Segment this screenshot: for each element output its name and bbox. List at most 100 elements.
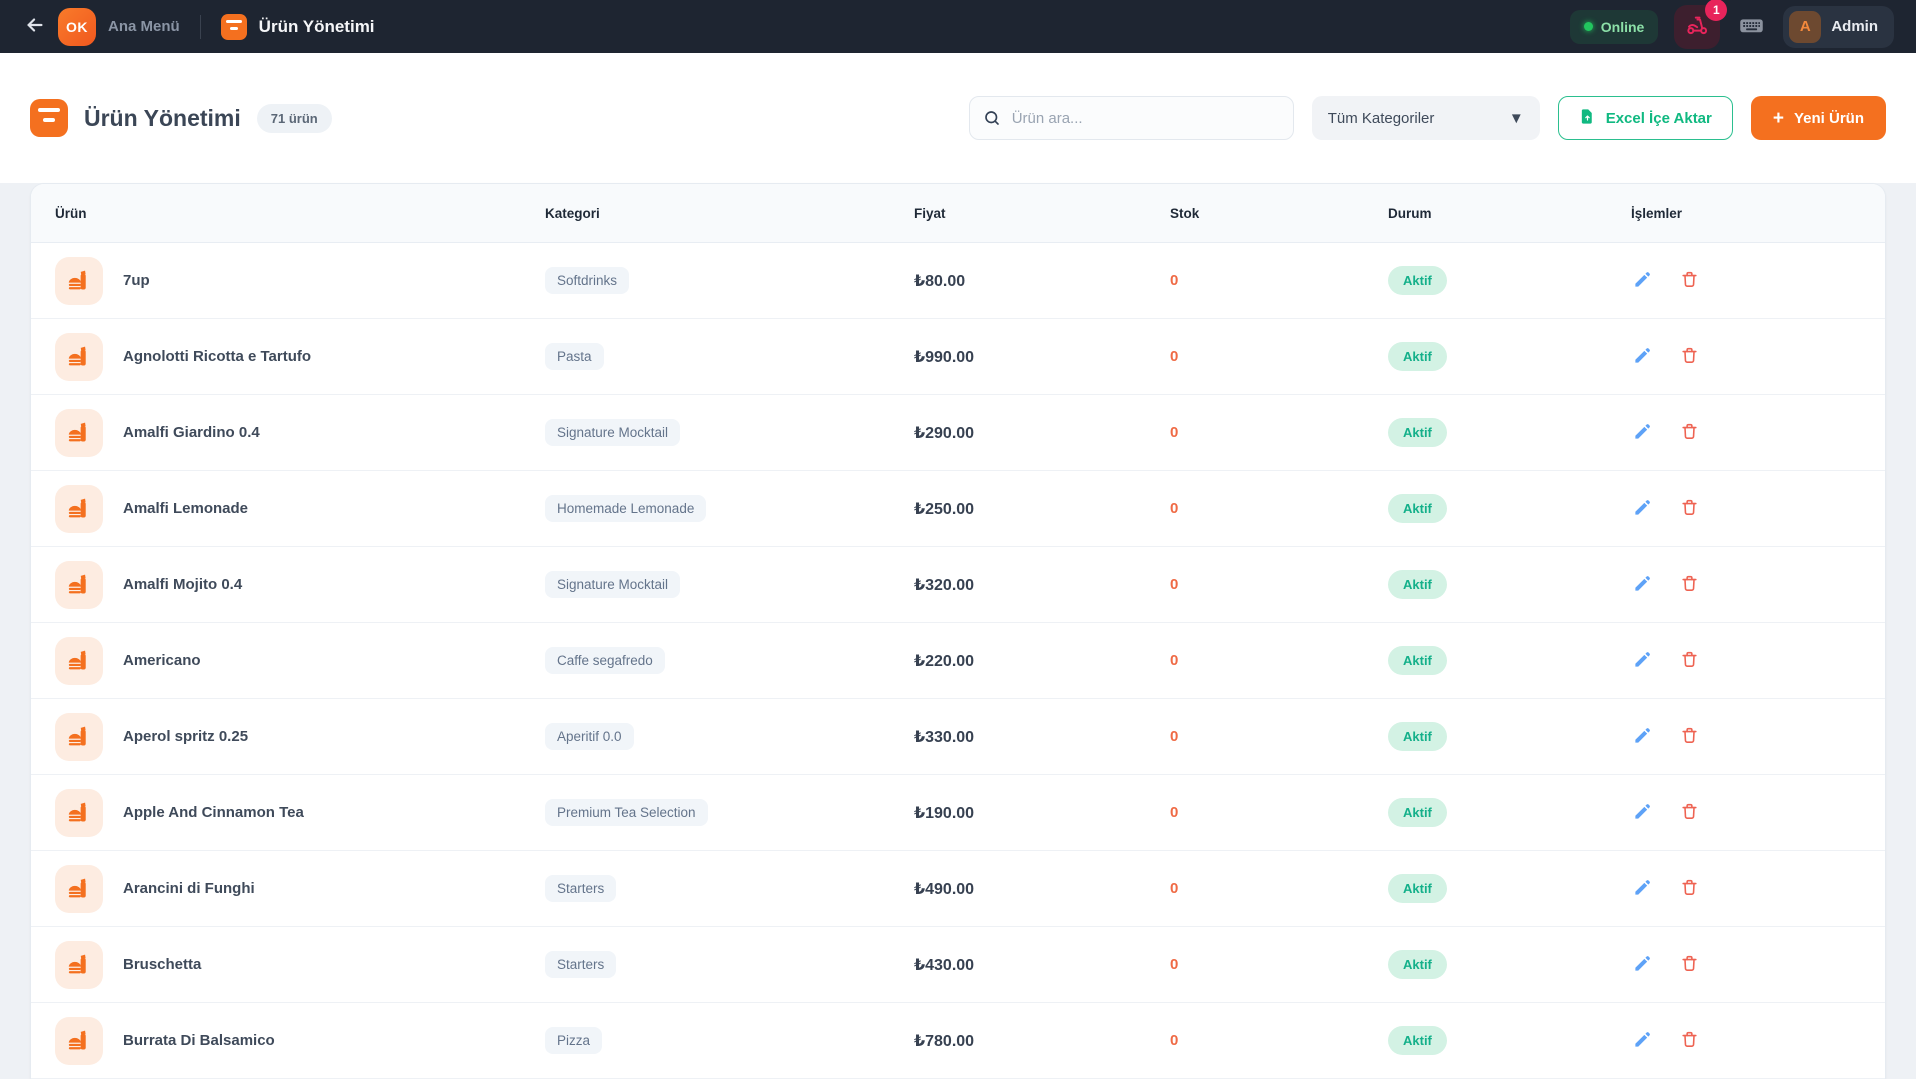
table-row: Bruschetta Starters ₺430.00 0 Aktif <box>31 927 1885 1003</box>
back-button[interactable] <box>18 10 52 44</box>
column-header-product: Ürün <box>55 205 87 221</box>
delete-button[interactable] <box>1678 268 1701 294</box>
stock-value: 0 <box>1170 727 1179 745</box>
category-chip: Signature Mocktail <box>545 419 681 446</box>
edit-button[interactable] <box>1631 496 1654 522</box>
topbar-page-title: Ürün Yönetimi <box>258 16 375 36</box>
trash-icon <box>1680 574 1699 596</box>
delete-button[interactable] <box>1678 1028 1701 1054</box>
table-row: Agnolotti Ricotta e Tartufo Pasta ₺990.0… <box>31 319 1885 395</box>
stock-value: 0 <box>1170 271 1179 289</box>
product-price: ₺290.00 <box>914 424 975 442</box>
category-chip: Pasta <box>545 343 604 370</box>
category-chip: Pizza <box>545 1027 603 1054</box>
product-name: Bruschetta <box>123 956 202 973</box>
delete-button[interactable] <box>1678 648 1701 674</box>
product-price: ₺80.00 <box>914 272 966 290</box>
trash-icon <box>1680 726 1699 748</box>
trash-icon <box>1680 346 1699 368</box>
admin-user-chip[interactable]: A Admin <box>1783 5 1894 48</box>
new-product-button[interactable]: + Yeni Ürün <box>1750 96 1886 140</box>
content-area: Ürün Kategori Fiyat Stok Durum İşlemler … <box>0 183 1916 1079</box>
status-badge: Aktif <box>1388 874 1447 903</box>
excel-import-button[interactable]: Excel İçe Aktar <box>1557 96 1733 140</box>
admin-name: Admin <box>1831 18 1878 35</box>
table-row: Amalfi Mojito 0.4 Signature Mocktail ₺32… <box>31 547 1885 623</box>
pencil-icon <box>1633 270 1652 292</box>
product-name: Agnolotti Ricotta e Tartufo <box>123 348 312 365</box>
status-badge: Aktif <box>1388 418 1447 447</box>
scooter-icon <box>1684 12 1710 41</box>
edit-button[interactable] <box>1631 344 1654 370</box>
stock-value: 0 <box>1170 1031 1179 1049</box>
food-icon <box>55 484 103 533</box>
product-price: ₺250.00 <box>914 500 975 518</box>
table-row: Burrata Di Balsamico Pizza ₺780.00 0 Akt… <box>31 1003 1885 1079</box>
product-price: ₺780.00 <box>914 1032 975 1050</box>
edit-button[interactable] <box>1631 800 1654 826</box>
edit-button[interactable] <box>1631 572 1654 598</box>
keyboard-button[interactable] <box>1738 12 1765 42</box>
product-price: ₺190.00 <box>914 804 975 822</box>
product-price: ₺490.00 <box>914 880 975 898</box>
edit-button[interactable] <box>1631 952 1654 978</box>
excel-file-icon <box>1579 108 1596 129</box>
top-bar: OK Ana Menü Ürün Yönetimi Online 1 <box>0 0 1916 53</box>
product-name: Americano <box>123 652 201 669</box>
product-name: Arancini di Funghi <box>123 880 255 897</box>
pencil-icon <box>1633 498 1652 520</box>
delete-button[interactable] <box>1678 572 1701 598</box>
arrow-left-icon <box>24 14 46 39</box>
delete-button[interactable] <box>1678 420 1701 446</box>
brand-logo[interactable]: OK <box>58 7 96 46</box>
product-name: Amalfi Mojito 0.4 <box>123 576 243 593</box>
food-icon <box>55 636 103 685</box>
trash-icon <box>1680 878 1699 900</box>
edit-button[interactable] <box>1631 648 1654 674</box>
edit-button[interactable] <box>1631 876 1654 902</box>
edit-button[interactable] <box>1631 420 1654 446</box>
category-filter-select[interactable]: Tüm Kategoriler ▼ <box>1311 96 1540 140</box>
product-price: ₺220.00 <box>914 652 975 670</box>
delete-button[interactable] <box>1678 344 1701 370</box>
courier-button[interactable]: 1 <box>1674 0 1728 49</box>
delete-button[interactable] <box>1678 496 1701 522</box>
notification-badge: 1 <box>1705 0 1728 21</box>
pencil-icon <box>1633 726 1652 748</box>
status-badge: Aktif <box>1388 646 1447 675</box>
online-status-badge[interactable]: Online <box>1569 9 1659 44</box>
column-header-actions: İşlemler <box>1631 205 1683 221</box>
category-chip: Caffe segafredo <box>545 647 665 674</box>
pencil-icon <box>1633 802 1652 824</box>
category-chip: Starters <box>545 951 617 978</box>
stock-value: 0 <box>1170 423 1179 441</box>
status-badge: Aktif <box>1388 798 1447 827</box>
product-name: Aperol spritz 0.25 <box>123 728 249 745</box>
product-price: ₺990.00 <box>914 348 975 366</box>
edit-button[interactable] <box>1631 268 1654 294</box>
category-chip: Premium Tea Selection <box>545 799 708 826</box>
status-badge: Aktif <box>1388 722 1447 751</box>
delete-button[interactable] <box>1678 724 1701 750</box>
table-body: 7up Softdrinks ₺80.00 0 Aktif <box>31 243 1885 1079</box>
product-name: 7up <box>123 272 150 289</box>
trash-icon <box>1680 650 1699 672</box>
page-header: Ürün Yönetimi 71 ürün Tüm Kategoriler ▼ … <box>0 53 1916 183</box>
delete-button[interactable] <box>1678 800 1701 826</box>
product-name: Amalfi Lemonade <box>123 500 249 517</box>
stock-value: 0 <box>1170 347 1179 365</box>
delete-button[interactable] <box>1678 952 1701 978</box>
edit-button[interactable] <box>1631 724 1654 750</box>
box-icon <box>220 13 247 40</box>
column-header-price: Fiyat <box>914 205 946 221</box>
divider <box>199 14 201 39</box>
search-input[interactable] <box>968 96 1294 140</box>
new-product-label: Yeni Ürün <box>1793 109 1864 127</box>
pencil-icon <box>1633 1030 1652 1052</box>
edit-button[interactable] <box>1631 1028 1654 1054</box>
stock-value: 0 <box>1170 955 1179 973</box>
breadcrumb-main-menu[interactable]: Ana Menü <box>108 18 180 35</box>
delete-button[interactable] <box>1678 876 1701 902</box>
food-icon <box>55 712 103 761</box>
page-title: Ürün Yönetimi <box>84 104 241 131</box>
